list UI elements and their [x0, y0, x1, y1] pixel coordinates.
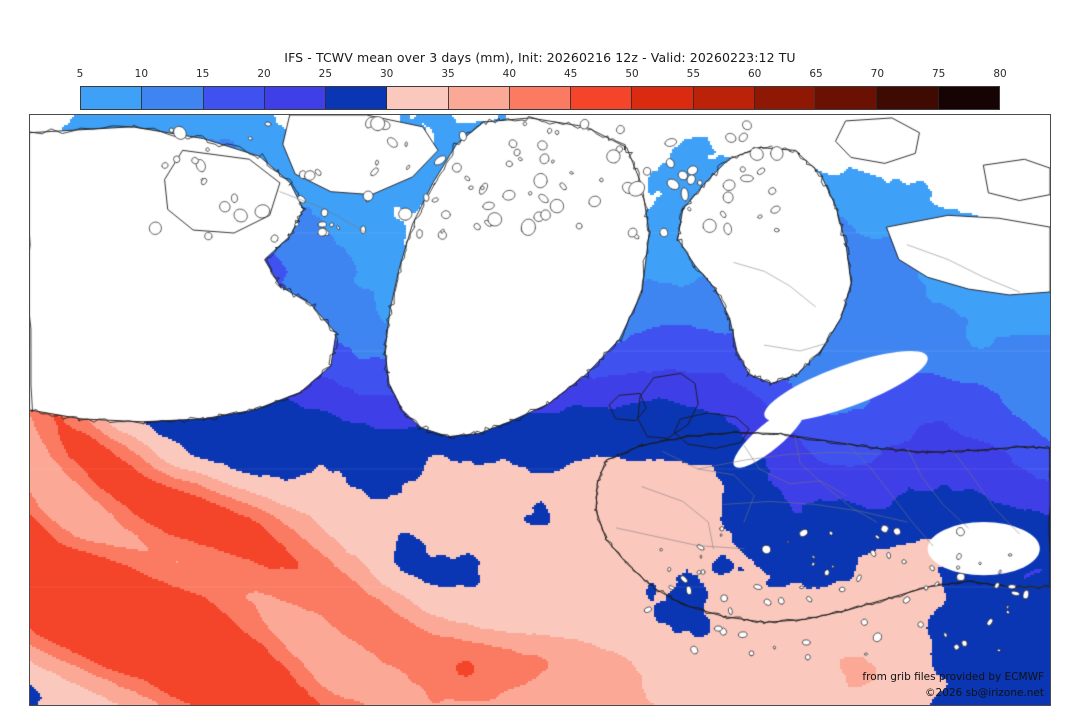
colorbar: 5 10 15 20 25 30 35 40 45 50 55 60 65 70 75 80	[76, 68, 1007, 110]
colorbar-swatch-25	[326, 87, 388, 109]
colorbar-swatch-15	[203, 87, 265, 109]
colorbar-swatch-50	[632, 87, 694, 109]
map-raster[interactable]	[30, 115, 1050, 705]
colorbar-tick-75: 75	[931, 68, 946, 80]
colorbar-tick-10: 10	[134, 68, 149, 80]
colorbar-swatch-70	[877, 87, 939, 109]
colorbar-swatch-40	[509, 87, 572, 109]
colorbar-swatch-35	[448, 87, 510, 109]
colorbar-tick-80: 80	[993, 68, 1007, 80]
colorbar-tick-25: 25	[318, 68, 333, 80]
colorbar-tick-50: 50	[625, 68, 639, 80]
map-frame[interactable]: from grib files provided by ECMWF ©2026 …	[29, 114, 1051, 706]
colorbar-swatches	[80, 86, 1000, 110]
colorbar-tick-35: 35	[441, 68, 455, 80]
colorbar-tick-55: 55	[686, 68, 701, 80]
colorbar-swatch-65	[816, 87, 878, 109]
colorbar-swatch-20	[264, 87, 327, 109]
colorbar-swatch-75	[938, 87, 999, 109]
colorbar-tick-15: 15	[195, 68, 210, 80]
colorbar-tick-65: 65	[809, 68, 823, 80]
colorbar-tick-70: 70	[870, 68, 885, 80]
colorbar-swatch-45	[571, 87, 633, 109]
page-title: IFS - TCWV mean over 3 days (mm), Init: …	[284, 50, 796, 65]
colorbar-swatch-60	[754, 87, 817, 109]
colorbar-tick-20: 20	[257, 68, 271, 80]
colorbar-tick-30: 30	[379, 68, 394, 80]
colorbar-tick-5: 5	[76, 68, 84, 80]
colorbar-tick-60: 60	[747, 68, 762, 80]
colorbar-swatch-10	[142, 87, 204, 109]
colorbar-swatch-55	[693, 87, 755, 109]
colorbar-swatch-5	[81, 87, 143, 109]
colorbar-swatch-30	[387, 87, 449, 109]
colorbar-tick-45: 45	[563, 68, 578, 80]
colorbar-tick-labels: 5 10 15 20 25 30 35 40 45 50 55 60 65 70 75 80	[76, 68, 1007, 84]
colorbar-tick-40: 40	[502, 68, 517, 80]
